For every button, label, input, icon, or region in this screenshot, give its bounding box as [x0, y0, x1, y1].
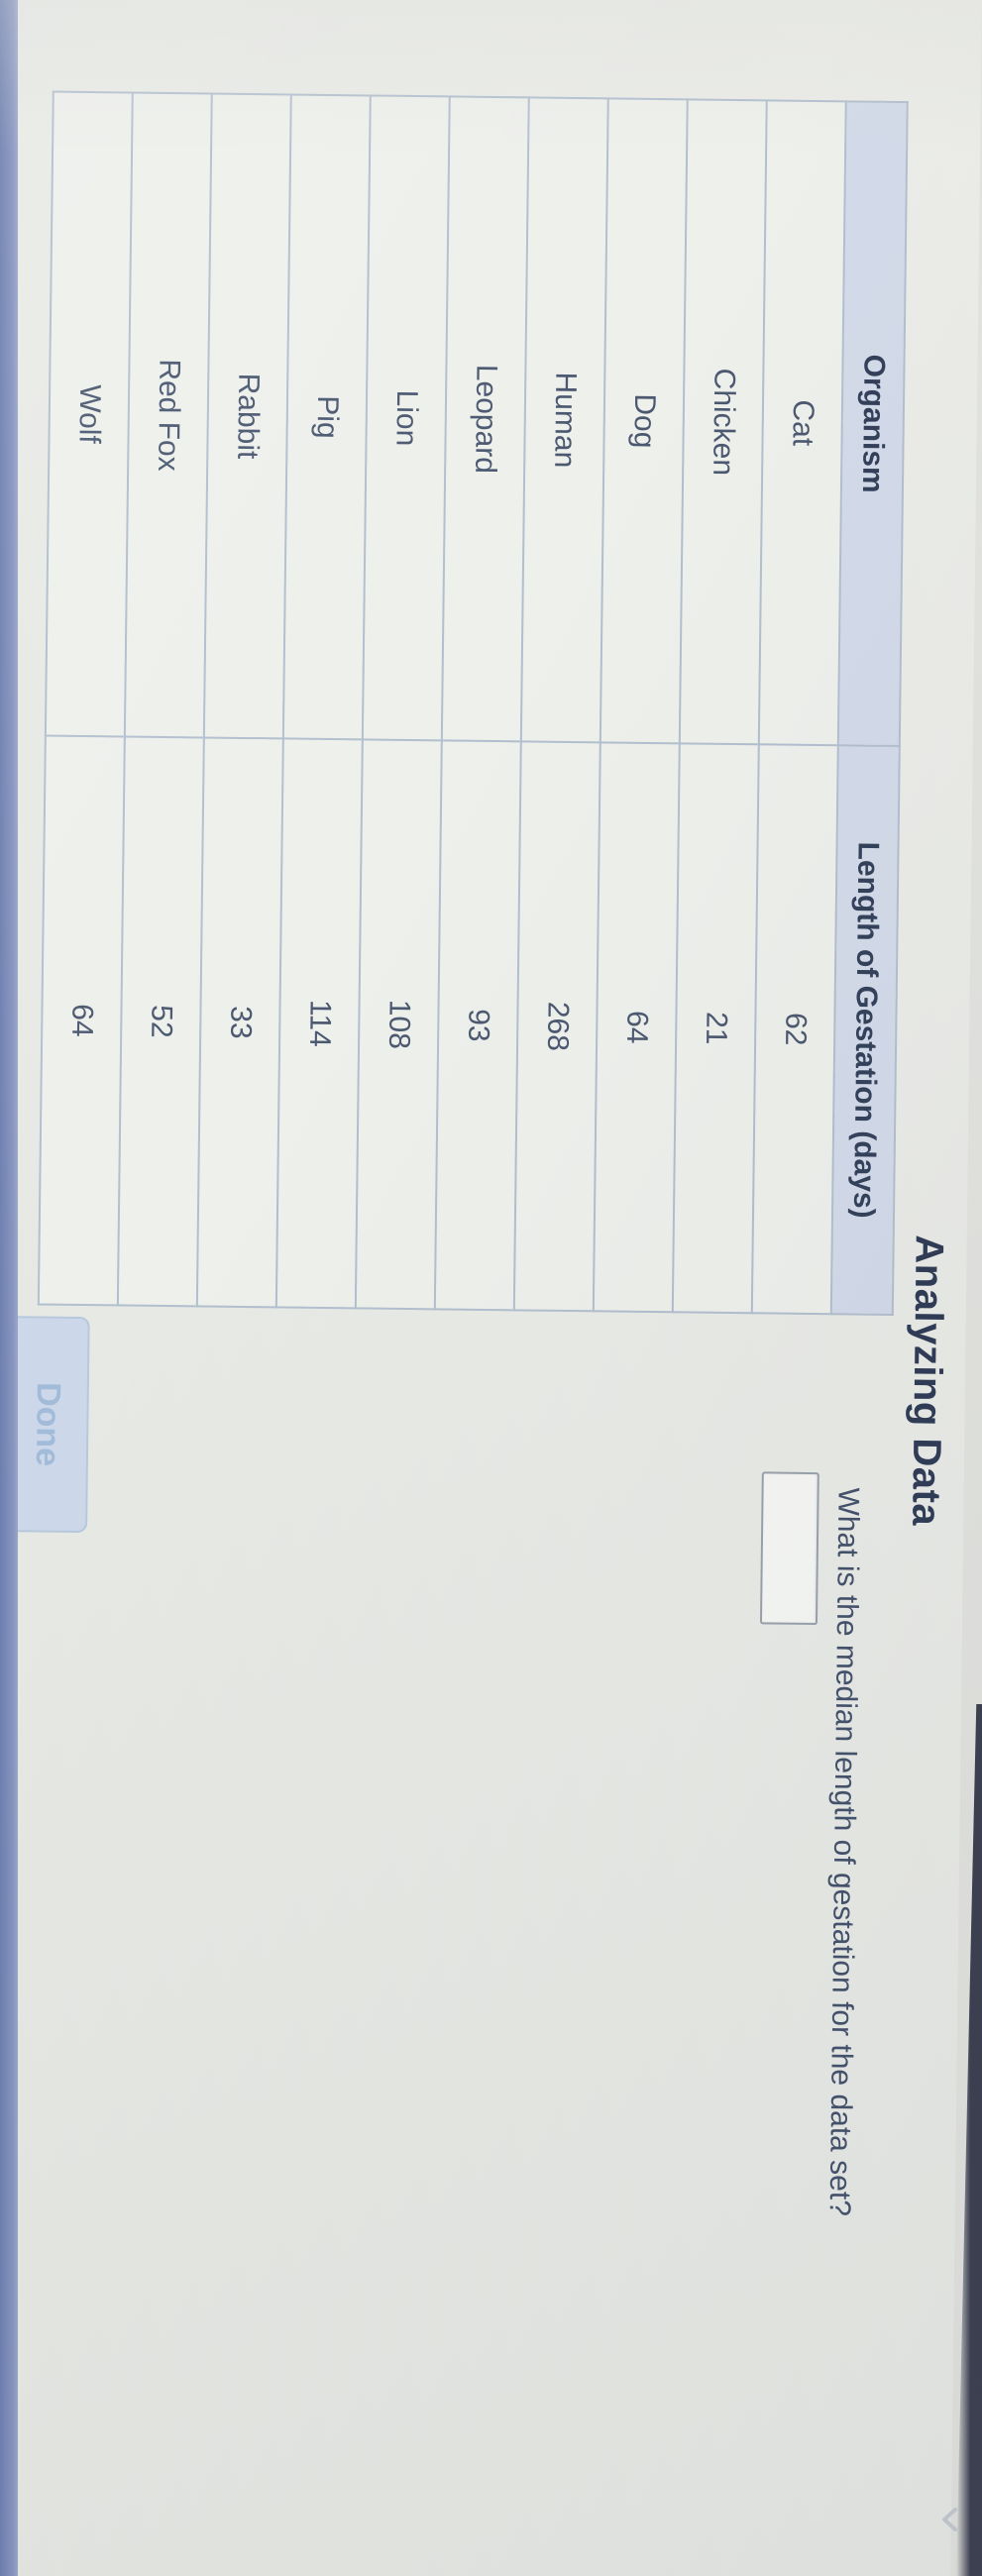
- question-text: What is the median length of gestation f…: [822, 1487, 865, 2217]
- done-button[interactable]: Done: [6, 1316, 90, 1534]
- table-row: Pig 114: [275, 94, 371, 1309]
- table-row: Rabbit 33: [196, 93, 291, 1308]
- organism-cell: Lion: [362, 95, 450, 741]
- table-row: Wolf 64: [38, 91, 133, 1306]
- organism-cell: Human: [520, 97, 608, 743]
- days-cell: 64: [593, 742, 680, 1313]
- days-cell: 93: [434, 740, 521, 1311]
- days-cell: 114: [275, 738, 363, 1309]
- screen-edge-shadow: [956, 1704, 982, 2576]
- done-button-label: Done: [29, 1381, 68, 1467]
- days-cell: 21: [672, 743, 759, 1314]
- table-row: Dog 64: [593, 98, 688, 1313]
- column-header-organism: Organism: [837, 101, 908, 747]
- table-row: Human 268: [513, 97, 608, 1312]
- chevron-collapse-icon[interactable]: [935, 2505, 965, 2534]
- days-cell: 52: [117, 736, 204, 1307]
- organism-cell: Wolf: [45, 91, 133, 737]
- days-cell: 268: [513, 741, 600, 1312]
- days-cell: 64: [38, 735, 125, 1306]
- days-cell: 62: [751, 744, 838, 1315]
- table-row: Red Fox 52: [117, 92, 212, 1307]
- organism-cell: Cat: [758, 100, 846, 746]
- days-cell: 108: [355, 739, 442, 1310]
- organism-cell: Rabbit: [203, 93, 291, 739]
- screen-edge-left: [0, 0, 18, 2576]
- table-row: Leopard 93: [434, 96, 529, 1311]
- table-row: Lion 108: [355, 95, 450, 1310]
- organism-cell: Leopard: [441, 96, 529, 742]
- answer-input[interactable]: [759, 1471, 819, 1626]
- days-cell: 33: [196, 737, 283, 1308]
- table-row: Cat 62: [751, 100, 846, 1315]
- organism-cell: Pig: [282, 94, 371, 740]
- gestation-table: Organism Length of Gestation (days) Cat …: [38, 91, 909, 1316]
- organism-cell: Chicken: [679, 99, 767, 745]
- organism-cell: Dog: [600, 98, 688, 744]
- organism-cell: Red Fox: [124, 92, 212, 738]
- page-title: Analyzing Data: [904, 1234, 951, 1527]
- column-header-gestation: Length of Gestation (days): [830, 745, 900, 1315]
- table-row: Chicken 21: [672, 99, 767, 1314]
